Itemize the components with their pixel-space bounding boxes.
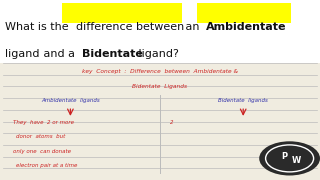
Text: key  Concept  :  Difference  between  Ambidentate &: key Concept : Difference between Ambiden… — [82, 69, 238, 75]
Bar — [197, 3, 291, 23]
Text: and a: and a — [40, 49, 79, 59]
Bar — [62, 3, 182, 23]
Text: Bidentate  Ligands: Bidentate Ligands — [132, 84, 188, 89]
Text: difference between: difference between — [76, 22, 184, 32]
Bar — [0, 0, 320, 63]
Text: P: P — [281, 152, 287, 161]
Text: only one  can donate: only one can donate — [13, 149, 71, 154]
Circle shape — [259, 141, 320, 176]
Text: ligand: ligand — [5, 49, 39, 59]
Text: electron pair at a time: electron pair at a time — [16, 163, 77, 168]
Text: ligand?: ligand? — [135, 49, 179, 59]
Text: Ambidentate: Ambidentate — [206, 22, 287, 32]
Text: Bidentate: Bidentate — [82, 49, 143, 59]
Text: an: an — [182, 22, 204, 32]
Text: 2: 2 — [170, 120, 173, 125]
Text: Ambidentate  ligands: Ambidentate ligands — [41, 98, 100, 103]
Text: What is the: What is the — [5, 22, 72, 32]
Text: They  have  2 or more: They have 2 or more — [13, 120, 74, 125]
Text: Bidentate  ligands: Bidentate ligands — [218, 98, 268, 103]
Text: W: W — [292, 156, 301, 165]
Text: donor  atoms  but: donor atoms but — [16, 134, 65, 139]
